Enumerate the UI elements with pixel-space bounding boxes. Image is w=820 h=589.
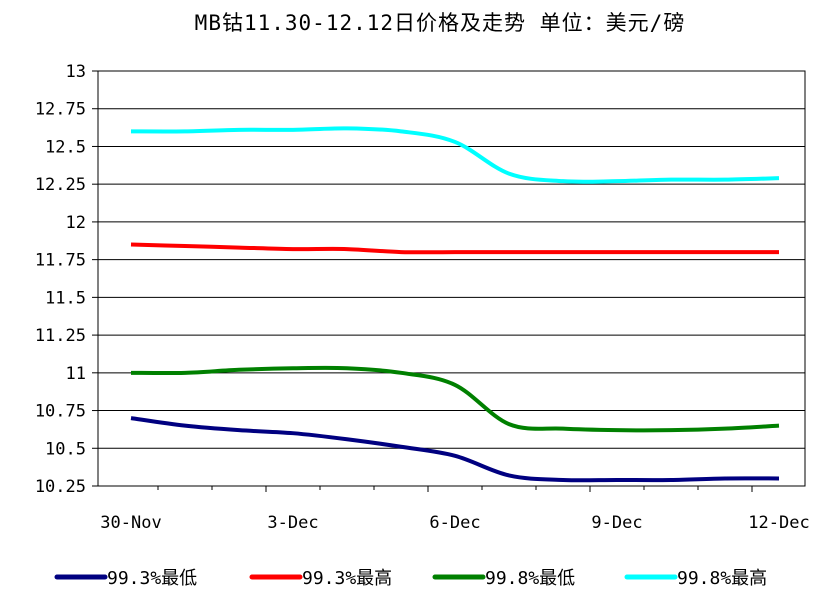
plot-area [97,70,806,487]
legend-label: 99.3%最低 [107,568,197,589]
x-tick-label: 12-Dec [748,513,809,533]
series-lines [130,126,780,483]
x-tick-label: 9-Dec [591,513,642,533]
y-tick-label: 12.75 [35,100,86,120]
y-tick-label: 10.75 [35,402,86,422]
y-axis: 13 12.75 12.5 12.25 12 11.75 11.5 11.25 11 10.75 1… [35,62,98,497]
y-tick-label: 11 [66,364,86,384]
x-tick-label: 3-Dec [267,513,318,533]
legend-label: 99.8%最低 [485,568,575,589]
series-line [130,416,780,483]
y-tick-label: 12.25 [35,175,86,195]
series-line [130,365,780,433]
y-tick-label: 12.5 [45,137,86,157]
legend-label: 99.3%最高 [302,568,392,589]
series-line [130,126,780,184]
series-line [130,242,779,255]
y-tick-label: 12 [66,213,86,233]
y-tick-label: 10.5 [45,439,86,459]
y-tick-label: 11.5 [45,288,86,308]
x-axis: 30-Nov 3-Dec 6-Dec 9-Dec 12-Dec [100,486,810,533]
gridlines [98,70,805,487]
y-tick-label: 10.25 [35,477,86,497]
chart-title: MB钴11.30-12.12日价格及走势 单位：美元/磅 [195,11,686,35]
legend: 99.3%最低 99.3%最高 99.8%最低 99.8%最高 [54,568,767,589]
x-tick-label: 30-Nov [100,513,161,533]
legend-label: 99.8%最高 [677,568,767,589]
y-tick-label: 11.25 [35,326,86,346]
y-tick-label: 11.75 [35,251,86,271]
x-tick-label: 6-Dec [429,513,480,533]
y-tick-label: 13 [66,62,86,82]
